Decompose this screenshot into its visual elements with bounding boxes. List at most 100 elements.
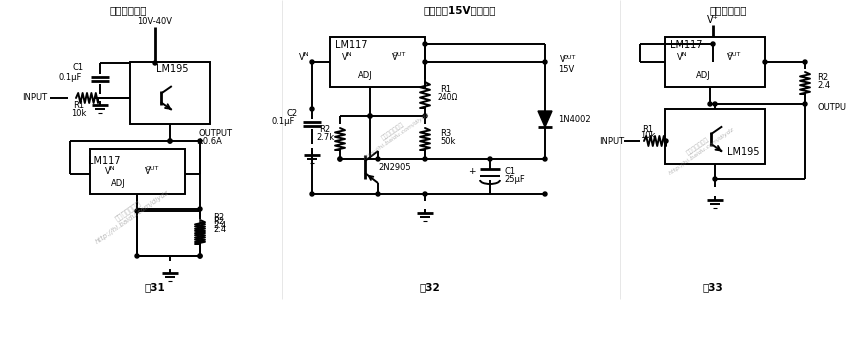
- Text: 10V-40V: 10V-40V: [138, 17, 173, 25]
- Text: 高增益放大器: 高增益放大器: [709, 5, 747, 15]
- Circle shape: [198, 254, 202, 258]
- Text: LM117: LM117: [670, 40, 702, 50]
- Text: R1: R1: [74, 102, 85, 111]
- Circle shape: [423, 42, 427, 46]
- Text: V: V: [299, 52, 305, 61]
- Circle shape: [368, 114, 372, 118]
- Circle shape: [763, 60, 767, 64]
- Text: 10k: 10k: [71, 108, 86, 117]
- Text: LM195: LM195: [156, 64, 188, 74]
- Circle shape: [198, 207, 202, 211]
- Circle shape: [310, 60, 314, 64]
- Circle shape: [310, 192, 314, 196]
- Text: 图32: 图32: [420, 282, 441, 292]
- Text: R1: R1: [440, 84, 451, 93]
- Circle shape: [376, 192, 380, 196]
- Circle shape: [423, 192, 427, 196]
- Text: 15V: 15V: [558, 65, 574, 75]
- Text: V: V: [393, 52, 398, 61]
- Circle shape: [664, 139, 668, 143]
- Text: ADJ: ADJ: [358, 70, 372, 79]
- Text: LM195: LM195: [728, 147, 760, 157]
- Circle shape: [135, 254, 139, 258]
- Text: V: V: [727, 52, 733, 61]
- Text: IN: IN: [108, 166, 115, 171]
- Text: V: V: [105, 167, 111, 176]
- Circle shape: [423, 157, 427, 161]
- Bar: [130, 62, 210, 124]
- Polygon shape: [538, 111, 552, 127]
- Bar: [665, 37, 765, 87]
- Circle shape: [168, 139, 172, 143]
- Circle shape: [711, 42, 715, 46]
- Text: V: V: [677, 52, 683, 61]
- Text: ±0.6A: ±0.6A: [196, 137, 222, 146]
- Text: 图31: 图31: [145, 282, 165, 292]
- Circle shape: [198, 139, 202, 143]
- Text: R2: R2: [213, 218, 224, 227]
- Text: R3: R3: [440, 129, 451, 137]
- Text: C1: C1: [504, 167, 515, 176]
- Circle shape: [368, 114, 372, 118]
- Circle shape: [713, 102, 717, 106]
- Circle shape: [338, 157, 342, 161]
- Text: V: V: [342, 52, 348, 61]
- Text: 50k: 50k: [440, 136, 455, 145]
- Circle shape: [153, 61, 157, 65]
- Text: V: V: [146, 167, 151, 176]
- Text: OUT: OUT: [728, 52, 741, 57]
- Text: R1: R1: [642, 125, 654, 134]
- Text: 1N4002: 1N4002: [558, 115, 591, 123]
- Text: 延迟启动15V稳压电路: 延迟启动15V稳压电路: [424, 5, 497, 15]
- Text: INPUT: INPUT: [599, 136, 624, 145]
- Text: 图33: 图33: [703, 282, 723, 292]
- Text: 2.7k: 2.7k: [316, 132, 334, 141]
- Circle shape: [423, 60, 427, 64]
- Text: 2.4: 2.4: [213, 222, 226, 230]
- Circle shape: [135, 209, 139, 213]
- Text: 2.4: 2.4: [817, 81, 830, 90]
- Text: LM117: LM117: [88, 156, 120, 166]
- Text: 25μF: 25μF: [504, 174, 525, 183]
- Text: 成志电子制作网
http://hi.baidu.com/diydz: 成志电子制作网 http://hi.baidu.com/diydz: [664, 122, 736, 176]
- Text: IN: IN: [681, 52, 687, 57]
- Bar: [90, 149, 185, 194]
- Circle shape: [713, 177, 717, 181]
- Text: 2.4: 2.4: [213, 225, 226, 234]
- Text: 240Ω: 240Ω: [437, 93, 458, 102]
- Text: +: +: [469, 168, 476, 177]
- Text: OUTPUT: OUTPUT: [818, 103, 846, 112]
- Text: V: V: [560, 56, 566, 65]
- Text: OUT: OUT: [563, 55, 576, 60]
- Text: 0.1μF: 0.1μF: [272, 117, 295, 126]
- Text: R2: R2: [213, 214, 224, 223]
- Circle shape: [198, 254, 202, 258]
- Text: V⁺: V⁺: [707, 15, 719, 25]
- Bar: [330, 37, 425, 87]
- Circle shape: [803, 102, 807, 106]
- Circle shape: [168, 139, 172, 143]
- Circle shape: [543, 157, 547, 161]
- Bar: [665, 109, 765, 164]
- Text: R2: R2: [817, 74, 828, 83]
- Text: 成志电子制作网
http://hi.baidu.com/diydz: 成志电子制作网 http://hi.baidu.com/diydz: [90, 183, 170, 245]
- Circle shape: [310, 107, 314, 111]
- Text: OUT: OUT: [146, 166, 159, 171]
- Text: R2: R2: [320, 125, 331, 134]
- Circle shape: [543, 192, 547, 196]
- Text: 2N2905: 2N2905: [378, 163, 410, 172]
- Circle shape: [803, 60, 807, 64]
- Text: C1: C1: [73, 64, 84, 73]
- Text: ADJ: ADJ: [111, 178, 125, 187]
- Text: 10k: 10k: [640, 131, 656, 140]
- Text: IN: IN: [346, 52, 352, 57]
- Circle shape: [376, 157, 380, 161]
- Text: 成志电子制作网
http://hi.baidu.com/diydz: 成志电子制作网 http://hi.baidu.com/diydz: [360, 107, 431, 161]
- Text: ADJ: ADJ: [695, 70, 711, 79]
- Text: 0.1μF: 0.1μF: [58, 74, 82, 83]
- Circle shape: [708, 102, 712, 106]
- Circle shape: [488, 157, 492, 161]
- Text: INPUT: INPUT: [22, 93, 47, 103]
- Circle shape: [338, 157, 342, 161]
- Text: OUTPUT: OUTPUT: [198, 130, 232, 139]
